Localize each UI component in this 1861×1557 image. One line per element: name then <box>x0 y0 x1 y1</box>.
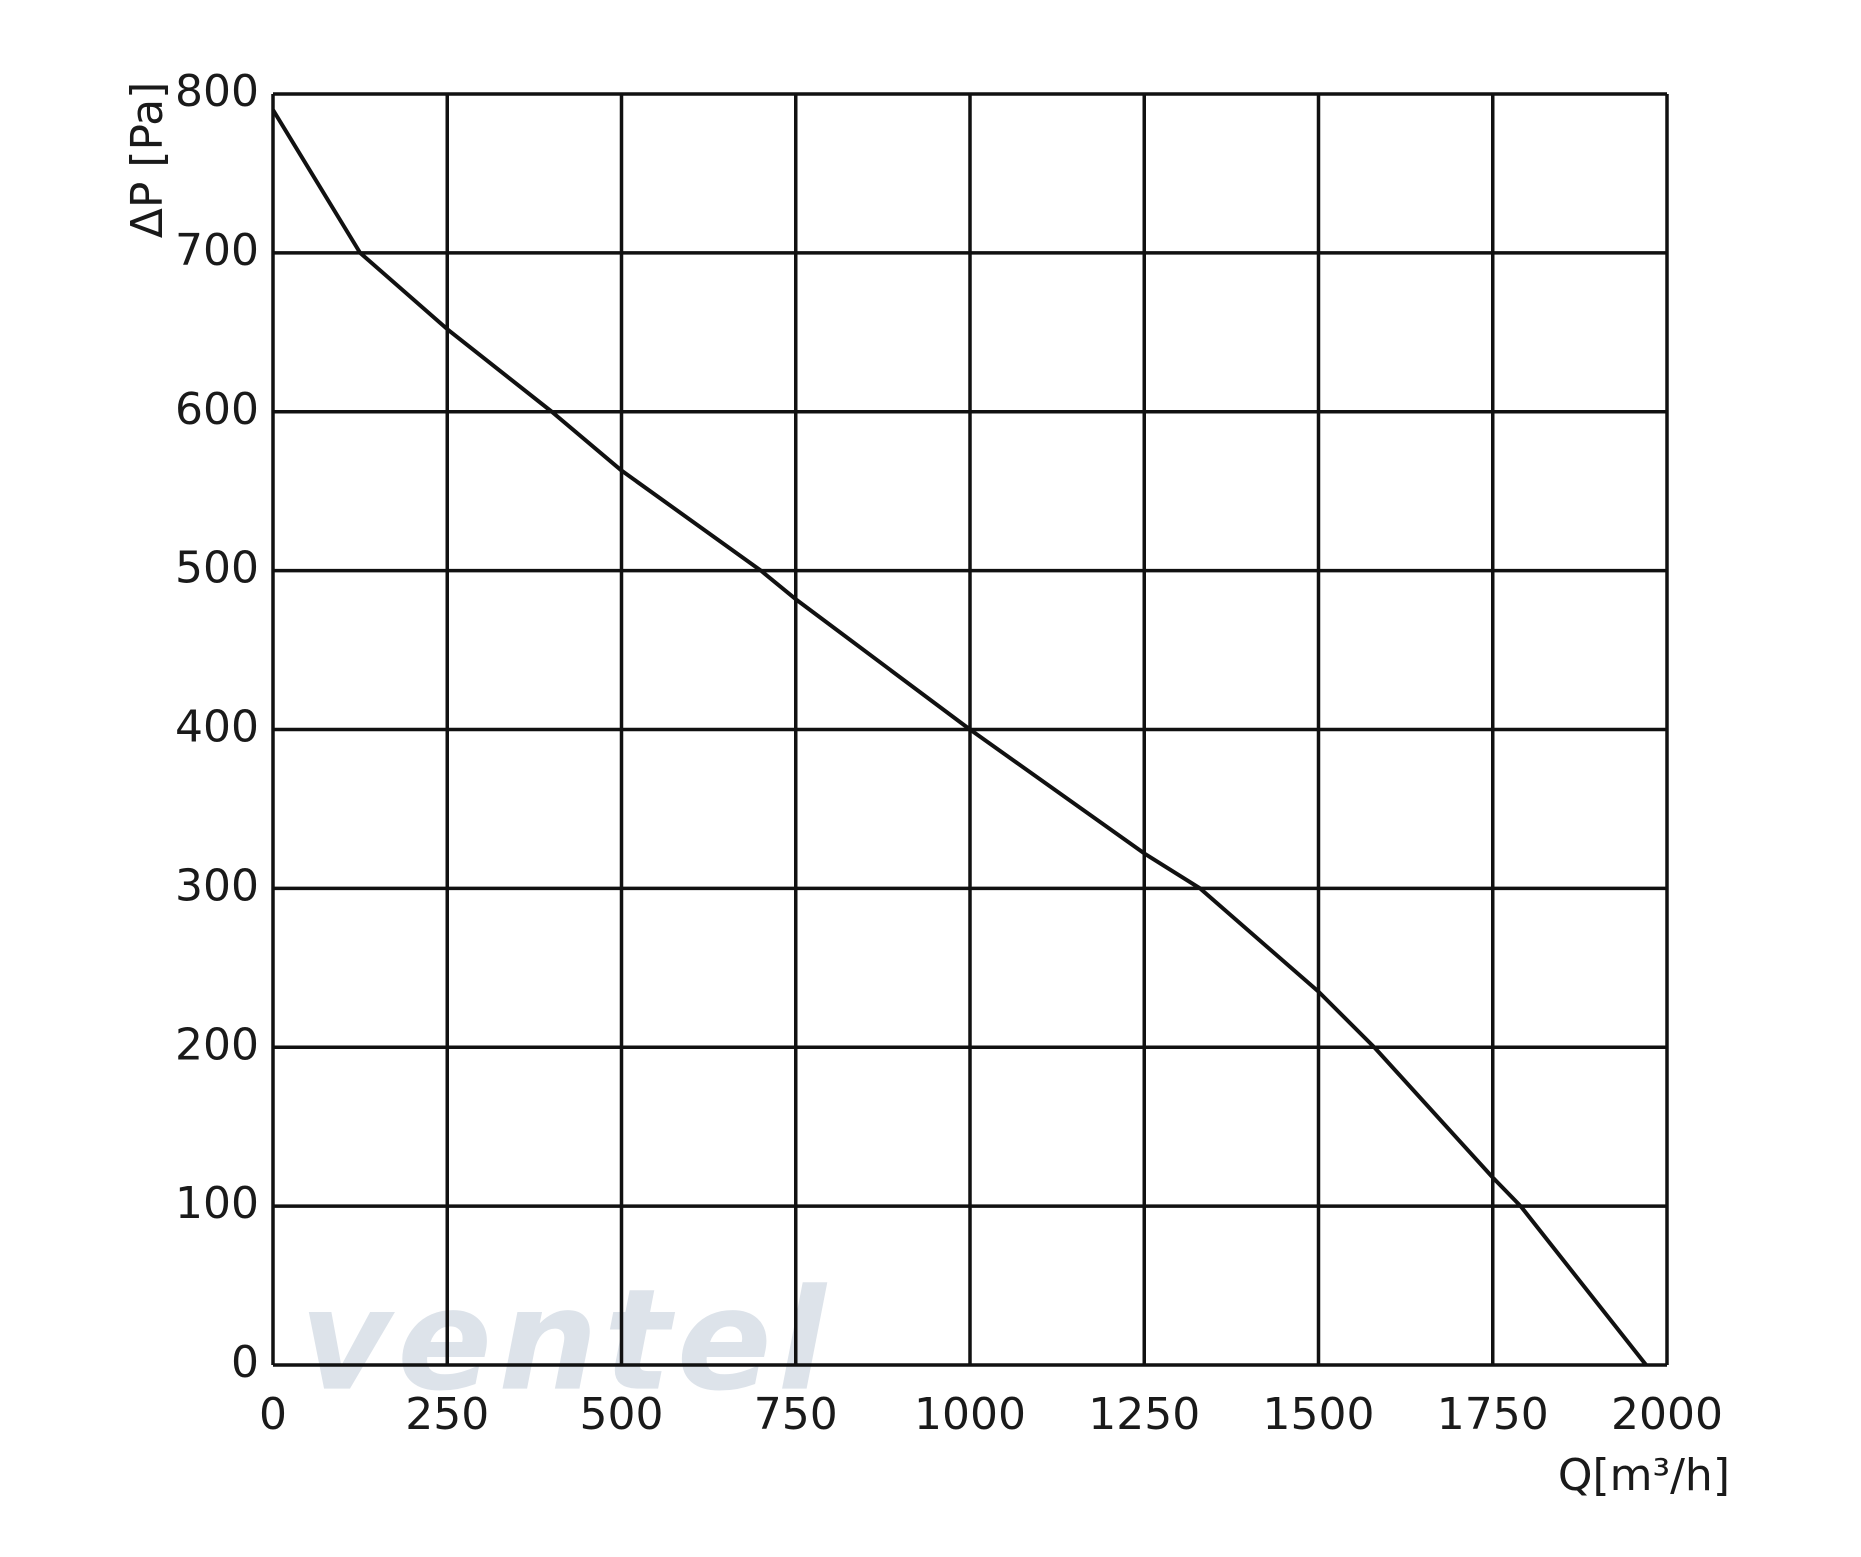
x-tick-label: 1000 <box>914 1389 1026 1440</box>
x-tick-label: 500 <box>580 1389 664 1440</box>
y-tick-label: 500 <box>175 543 259 594</box>
x-axis-label: Q[m³/h] <box>1558 1450 1730 1501</box>
x-tick-label: 0 <box>259 1389 287 1440</box>
y-tick-label: 400 <box>175 702 259 753</box>
x-tick-label: 1750 <box>1437 1389 1549 1440</box>
x-tick-label: 750 <box>754 1389 838 1440</box>
x-tick-label: 2000 <box>1611 1389 1723 1440</box>
y-tick-label: 600 <box>175 384 259 435</box>
x-tick-label: 1250 <box>1088 1389 1200 1440</box>
y-tick-label: 800 <box>175 66 259 117</box>
y-tick-label: 300 <box>175 860 259 911</box>
y-tick-label: 0 <box>231 1337 259 1388</box>
y-axis-label: ΔP [Pa] <box>122 82 173 238</box>
x-tick-label: 1500 <box>1263 1389 1375 1440</box>
line-series <box>271 108 1648 1367</box>
y-tick-label: 200 <box>175 1019 259 1070</box>
y-tick-label: 100 <box>175 1178 259 1229</box>
y-tick-label: 700 <box>175 225 259 276</box>
x-tick-label: 250 <box>405 1389 489 1440</box>
watermark: ventel <box>300 1260 832 1423</box>
